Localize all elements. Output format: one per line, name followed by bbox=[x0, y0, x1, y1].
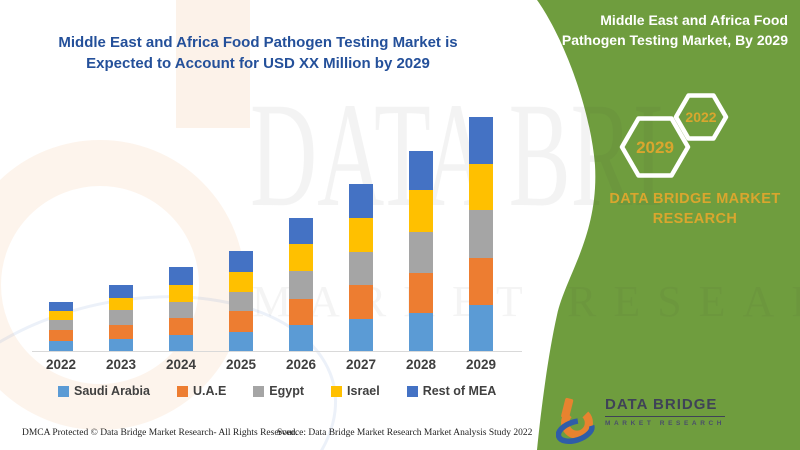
logo-b-bowl bbox=[561, 406, 593, 439]
segment-israel-2022 bbox=[49, 311, 73, 320]
bar-2028 bbox=[409, 151, 433, 351]
legend-swatch bbox=[253, 385, 265, 397]
segment-rest-of-mea-2024 bbox=[169, 267, 193, 285]
logo-name: DATA BRIDGE bbox=[605, 396, 726, 417]
hexagon-2022-label: 2022 bbox=[685, 109, 716, 125]
legend-item-egypt: Egypt bbox=[253, 384, 304, 398]
segment-rest-of-mea-2025 bbox=[229, 251, 253, 272]
segment-israel-2028 bbox=[409, 190, 433, 232]
x-axis-label-2026: 2026 bbox=[285, 357, 317, 372]
segment-saudi-arabia-2029 bbox=[469, 305, 493, 351]
x-axis-line bbox=[32, 351, 522, 352]
segment-saudi-arabia-2027 bbox=[349, 319, 373, 351]
segment-rest-of-mea-2027 bbox=[349, 184, 373, 218]
segment-u-a-e-2024 bbox=[169, 318, 193, 335]
hexagon-2022 bbox=[673, 93, 729, 141]
bar-2022 bbox=[49, 302, 73, 351]
chart-title: Middle East and Africa Food Pathogen Tes… bbox=[58, 32, 458, 75]
hexagon-2029 bbox=[619, 116, 691, 178]
segment-egypt-2026 bbox=[289, 271, 313, 299]
x-axis-label-2025: 2025 bbox=[225, 357, 257, 372]
chart-title-line-2: Expected to Account for USD XX Million b… bbox=[86, 55, 430, 73]
segment-rest-of-mea-2026 bbox=[289, 218, 313, 244]
legend-item-saudi-arabia: Saudi Arabia bbox=[58, 384, 150, 398]
legend-item-u-a-e: U.A.E bbox=[176, 384, 227, 398]
bar-2023 bbox=[109, 285, 133, 351]
legend-swatch bbox=[331, 385, 343, 397]
legend-swatch bbox=[58, 385, 69, 397]
x-axis-labels: 2022 2023 2024 2025 2026 2027 2028 2029 bbox=[32, 357, 522, 373]
segment-rest-of-mea-2022 bbox=[49, 302, 73, 311]
brand-heading: DATA BRIDGE MARKET RESEARCH bbox=[609, 191, 781, 227]
segment-israel-2029 bbox=[469, 164, 493, 210]
segment-rest-of-mea-2029 bbox=[469, 117, 493, 164]
segment-egypt-2028 bbox=[409, 232, 433, 273]
hexagon-2029-label: 2029 bbox=[636, 138, 674, 157]
segment-israel-2026 bbox=[289, 244, 313, 271]
x-axis-label-2028: 2028 bbox=[405, 357, 437, 372]
bar-2026 bbox=[289, 218, 313, 351]
legend-label: Rest of MEA bbox=[422, 384, 497, 398]
segment-saudi-arabia-2022 bbox=[49, 341, 73, 351]
x-axis-label-2022: 2022 bbox=[45, 357, 77, 372]
footer-source: Source: Data Bridge Market Research Mark… bbox=[277, 428, 533, 438]
segment-u-a-e-2028 bbox=[409, 273, 433, 313]
segment-egypt-2029 bbox=[469, 210, 493, 258]
x-axis-label-2023: 2023 bbox=[105, 357, 137, 372]
hexagon-badges: 2029 2022 bbox=[619, 93, 729, 178]
stacked-bar-chart bbox=[32, 108, 522, 352]
bar-2029 bbox=[469, 117, 493, 351]
segment-saudi-arabia-2026 bbox=[289, 325, 313, 351]
databridge-logo: DATA BRIDGE MARKET RESEARCH bbox=[556, 396, 726, 446]
bar-2027 bbox=[349, 184, 373, 351]
bar-2024 bbox=[169, 267, 193, 351]
databridge-logo-icon bbox=[556, 397, 595, 444]
footer-copyright: DMCA Protected © Data Bridge Market Rese… bbox=[22, 428, 298, 438]
segment-saudi-arabia-2028 bbox=[409, 313, 433, 351]
segment-egypt-2022 bbox=[49, 320, 73, 330]
legend-swatch bbox=[406, 385, 418, 397]
x-axis-label-2027: 2027 bbox=[345, 357, 377, 372]
segment-u-a-e-2025 bbox=[229, 311, 253, 332]
segment-u-a-e-2022 bbox=[49, 330, 73, 341]
segment-saudi-arabia-2024 bbox=[169, 335, 193, 351]
segment-israel-2024 bbox=[169, 285, 193, 302]
logo-subtitle: MARKET RESEARCH bbox=[605, 420, 726, 427]
green-panel-shape bbox=[537, 0, 800, 450]
segment-israel-2023 bbox=[109, 298, 133, 310]
segment-israel-2025 bbox=[229, 272, 253, 292]
segment-egypt-2023 bbox=[109, 310, 133, 325]
segment-rest-of-mea-2023 bbox=[109, 285, 133, 298]
chart-title-line-1: Middle East and Africa Food Pathogen Tes… bbox=[58, 34, 458, 51]
segment-israel-2027 bbox=[349, 218, 373, 252]
segment-rest-of-mea-2028 bbox=[409, 151, 433, 190]
segment-u-a-e-2029 bbox=[469, 258, 493, 305]
segment-egypt-2024 bbox=[169, 302, 193, 318]
chart-legend: Saudi Arabia U.A.E Egypt Israel Rest of MEA bbox=[58, 384, 496, 398]
legend-item-israel: Israel bbox=[331, 384, 380, 398]
x-axis-label-2029: 2029 bbox=[465, 357, 497, 372]
legend-swatch bbox=[176, 385, 188, 397]
legend-label: Saudi Arabia bbox=[74, 384, 150, 398]
legend-label: U.A.E bbox=[192, 384, 227, 398]
segment-u-a-e-2023 bbox=[109, 325, 133, 339]
side-panel-title: Middle East and Africa Food Pathogen Tes… bbox=[561, 12, 788, 49]
x-axis-label-2024: 2024 bbox=[165, 357, 197, 372]
legend-label: Israel bbox=[347, 384, 380, 398]
segment-saudi-arabia-2025 bbox=[229, 332, 253, 351]
segment-saudi-arabia-2023 bbox=[109, 339, 133, 351]
segment-egypt-2027 bbox=[349, 252, 373, 285]
legend-item-rest-of-mea: Rest of MEA bbox=[406, 384, 497, 398]
segment-egypt-2025 bbox=[229, 292, 253, 311]
legend-label: Egypt bbox=[269, 384, 305, 398]
logo-blue-swoosh bbox=[556, 418, 595, 444]
segment-u-a-e-2027 bbox=[349, 285, 373, 319]
bar-2025 bbox=[229, 251, 253, 351]
logo-text: DATA BRIDGE MARKET RESEARCH bbox=[605, 396, 726, 446]
segment-u-a-e-2026 bbox=[289, 299, 313, 325]
